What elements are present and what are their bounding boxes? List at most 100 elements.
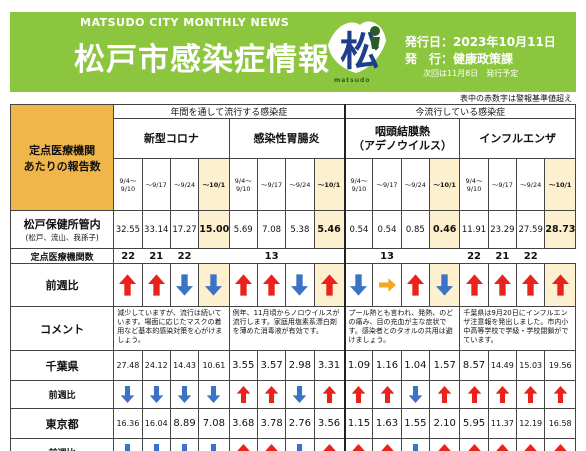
matsudo-value: 32.55: [113, 210, 143, 249]
tokyo-trend-cell: [313, 438, 346, 451]
tokyo-value: 3.78: [256, 408, 287, 439]
chiba-value: 2.98: [285, 350, 315, 381]
arrow-up-icon: [147, 274, 165, 296]
mascot-logo: 松 matsudo: [320, 15, 392, 87]
tokyo-value: 16.04: [141, 408, 171, 439]
tokyo-trend-cell: [459, 438, 489, 451]
week-header: ～10/1: [544, 158, 576, 211]
tokyo-trend-cell: [198, 438, 230, 451]
chiba-value: 3.31: [313, 350, 346, 381]
arrow-up-icon: [438, 444, 451, 451]
chiba-trend-cell: [429, 380, 461, 409]
tokyo-value: 8.89: [169, 408, 200, 439]
arrow-down-icon: [153, 444, 159, 451]
tokyo-trend-cell: [343, 438, 374, 451]
trend-cell: [141, 263, 171, 307]
tokyo-value: 3.56: [313, 408, 346, 439]
arrow-down-icon: [211, 444, 217, 451]
trend-cell: [169, 263, 200, 307]
arrow-up-icon: [551, 274, 569, 296]
matsudo-value: 5.38: [285, 210, 315, 249]
week-header: ～9/17: [141, 158, 171, 211]
week-header: ～10/1: [198, 158, 230, 211]
sites-count: 21: [142, 248, 171, 264]
chiba-value: 1.09: [343, 350, 374, 381]
trend-cell: [487, 263, 518, 307]
comment-text: 減少していますが、流行は続いています。場面に応じたマスクの着用など基本的感染対策…: [113, 306, 230, 351]
arrow-up-icon: [406, 274, 424, 296]
arrow-up-icon: [522, 274, 540, 296]
tokyo-trend-cell: [516, 438, 546, 451]
arrow-up-icon: [523, 386, 538, 403]
sites-count: [544, 248, 576, 264]
arrow-up-icon: [352, 444, 366, 451]
arrow-up-icon: [553, 386, 567, 403]
arrow-down-icon: [436, 274, 454, 296]
publisher: 発 行：健康政策課: [405, 52, 514, 66]
chiba-value: 8.57: [459, 350, 489, 381]
week-header: ～10/1: [429, 158, 461, 211]
arrow-up-icon: [495, 386, 510, 403]
english-title: MATSUDO CITY MONTHLY NEWS: [80, 16, 290, 29]
tokyo-trend-cell: [400, 438, 431, 451]
chiba-trend-cell: [169, 380, 200, 409]
tokyo-trend-cell: [487, 438, 518, 451]
row-header-label: 定点医療機関 あたりの報告数: [9, 104, 115, 211]
week-header: ～9/24: [516, 158, 546, 211]
week-header: 9/4～ 9/10: [228, 158, 258, 211]
week-header: 9/4～ 9/10: [343, 158, 374, 211]
chiba-trend-cell: [228, 380, 258, 409]
trend-cell: [256, 263, 287, 307]
arrow-down-icon: [291, 274, 309, 296]
arrow-up-icon: [322, 386, 336, 403]
group-heading: 年間を通して流行する感染症: [113, 104, 346, 119]
chiba-value: 1.04: [400, 350, 431, 381]
tokyo-value: 1.55: [400, 408, 431, 439]
comment-text: 例年、11月頃からノロウイルスが流行します。家庭用塩素系漂白剤を薄めた消毒液が有…: [228, 306, 346, 351]
chiba-trend-cell: [516, 380, 546, 409]
tokyo-value: 16.36: [113, 408, 143, 439]
trend-cell: [313, 263, 346, 307]
chiba-trend-cell: [141, 380, 171, 409]
matsudo-value: 17.27: [169, 210, 200, 249]
arrow-down-icon: [121, 386, 135, 403]
tokyo-value: 1.63: [372, 408, 402, 439]
chiba-prev-week-label: 前週比: [9, 380, 115, 409]
tokyo-value: 5.95: [459, 408, 489, 439]
tokyo-value: 12.19: [516, 408, 546, 439]
arrow-down-icon: [350, 274, 368, 296]
sites-count: [314, 248, 345, 264]
sites-count: 21: [488, 248, 517, 264]
matsudo-label: 松戸保健所管内 (松戸、流山、我孫子): [9, 210, 115, 249]
chiba-value: 1.16: [372, 350, 402, 381]
tokyo-prev-week-label: 前週比: [9, 438, 115, 451]
arrow-up-icon: [467, 386, 481, 403]
sites-count: 22: [516, 248, 545, 264]
week-header: 9/4～ 9/10: [459, 158, 489, 211]
tokyo-value: 7.08: [198, 408, 230, 439]
matsudo-value: 0.85: [400, 210, 431, 249]
chiba-value: 14.43: [169, 350, 200, 381]
arrow-right-icon: [378, 278, 396, 292]
tokyo-trend-cell: [372, 438, 402, 451]
trend-cell: [285, 263, 315, 307]
arrow-up-icon: [380, 444, 394, 451]
week-header: ～9/24: [169, 158, 200, 211]
matsudo-value: 0.46: [429, 210, 461, 249]
week-header: ～9/17: [256, 158, 287, 211]
arrow-up-icon: [263, 274, 281, 296]
sites-count: 22: [170, 248, 199, 264]
trend-cell: [429, 263, 461, 307]
chiba-trend-cell: [313, 380, 346, 409]
arrow-up-icon: [524, 444, 537, 451]
chiba-value: 1.57: [429, 350, 461, 381]
tokyo-value: 2.10: [429, 408, 461, 439]
chiba-trend-cell: [343, 380, 374, 409]
tokyo-trend-cell: [141, 438, 171, 451]
tokyo-value: 3.68: [228, 408, 258, 439]
trend-cell: [372, 263, 402, 307]
matsudo-value: 7.08: [256, 210, 287, 249]
chiba-trend-cell: [256, 380, 287, 409]
tokyo-trend-cell: [228, 438, 258, 451]
chiba-value: 3.55: [228, 350, 258, 381]
